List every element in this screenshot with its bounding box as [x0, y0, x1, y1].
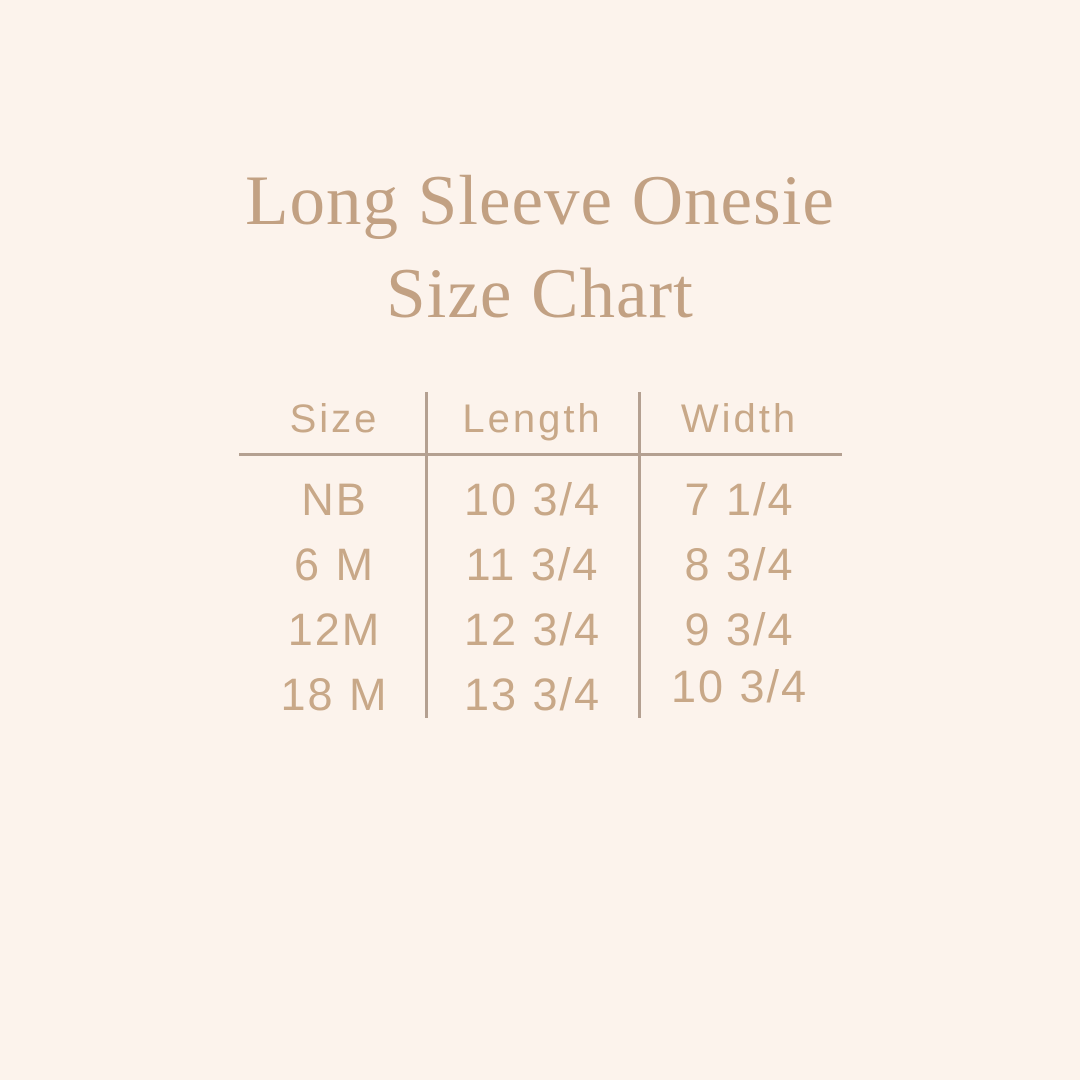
cell-size-6m: 6 M — [293, 538, 375, 590]
table-header-row: Size Length Width — [243, 385, 840, 453]
cell-width-nb: 7 1/4 — [684, 473, 795, 525]
title-line-2: Size Chart — [386, 255, 694, 333]
page-title: Long Sleeve Onesie Size Chart — [0, 155, 1080, 341]
cell-length-nb: 10 3/4 — [463, 473, 602, 525]
column-header-width: Width — [680, 396, 799, 441]
column-divider-1 — [425, 392, 428, 718]
table-header-rule — [239, 453, 842, 456]
column-divider-2 — [638, 392, 641, 718]
size-table: Size Length Width NB 10 3/4 7 1/4 6 M 11… — [239, 385, 842, 727]
cell-size-18m: 18 M — [280, 668, 389, 720]
cell-length-18m: 13 3/4 — [463, 668, 602, 720]
cell-length-6m: 11 3/4 — [465, 538, 600, 590]
cell-size-nb: NB — [301, 473, 368, 525]
cell-width-6m: 8 3/4 — [684, 538, 795, 590]
cell-width-12m: 9 3/4 — [684, 603, 795, 655]
table-body: NB 10 3/4 7 1/4 6 M 11 3/4 8 3/4 12M 12 … — [243, 467, 840, 727]
cell-size-12m: 12M — [287, 603, 382, 655]
column-header-length: Length — [462, 396, 603, 441]
title-line-1: Long Sleeve Onesie — [245, 162, 835, 240]
cell-length-12m: 12 3/4 — [463, 603, 602, 655]
column-header-size: Size — [289, 396, 380, 441]
cell-width-18m: 10 3/4 — [670, 660, 809, 712]
